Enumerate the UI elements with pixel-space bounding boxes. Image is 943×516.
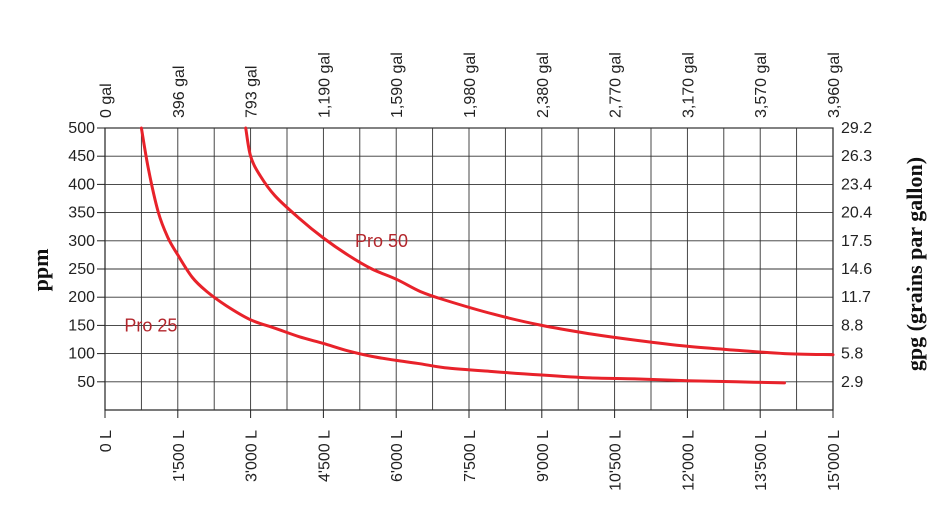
gpg-tick-label: 8.8 (841, 317, 863, 334)
ppm-tick-label: 150 (68, 317, 95, 334)
liter-tick-label: 1'500 L (171, 430, 188, 482)
gal-tick-label: 3,170 gal (680, 52, 697, 118)
liter-tick-label: 12'000 L (680, 430, 697, 491)
gpg-tick-label: 26.3 (841, 148, 872, 165)
liter-tick-label: 7'500 L (462, 430, 479, 482)
ppm-tick-label: 400 (68, 176, 95, 193)
gpg-tick-label: 23.4 (841, 176, 872, 193)
right-axis-gpg-ticks: 29.2 26.3 23.4 20.4 17.5 14.6 11.7 8.8 5.8 2.9 (841, 120, 872, 391)
liter-tick-label: 13'500 L (753, 430, 770, 491)
left-axis-ppm-ticks: 500 450 400 350 300 250 200 150 100 50 (68, 120, 105, 391)
left-axis-title: ppm (28, 249, 53, 292)
gal-tick-label: 3,570 gal (753, 52, 770, 118)
ppm-tick-label: 300 (68, 233, 95, 250)
gpg-tick-label: 14.6 (841, 261, 872, 278)
series-line-pro-25 (139, 126, 786, 385)
gal-tick-label: 3,960 gal (826, 52, 843, 118)
ppm-tick-label: 350 (68, 205, 95, 222)
liter-tick-label: 3'000 L (244, 430, 261, 482)
series-labels: Pro 25 Pro 50 (124, 231, 408, 336)
liter-tick-label: 0 L (98, 430, 115, 452)
gal-tick-label: 2,380 gal (535, 52, 552, 118)
gal-tick-label: 1,190 gal (316, 52, 333, 118)
gal-tick-label: 2,770 gal (608, 52, 625, 118)
gpg-tick-label: 5.8 (841, 346, 863, 363)
series-label-pro-25: Pro 25 (124, 315, 177, 335)
gpg-tick-label: 11.7 (841, 289, 871, 306)
right-axis-title: gpg (grains par gallon) (902, 157, 927, 371)
liter-tick-label: 9'000 L (535, 430, 552, 482)
ppm-tick-label: 50 (77, 374, 95, 391)
gpg-tick-label: 29.2 (841, 120, 872, 137)
gpg-tick-label: 2.9 (841, 374, 863, 391)
liter-tick-label: 4'500 L (316, 430, 333, 482)
bottom-axis-liter-ticks: 0 L 1'500 L 3'000 L 4'500 L 6'000 L 7'500 L 9'… (98, 410, 843, 491)
liter-tick-label: 10'500 L (608, 430, 625, 491)
liter-tick-label: 6'000 L (389, 430, 406, 482)
plot-grid (104, 127, 834, 411)
top-axis-gal-ticks: 0 gal 396 gal 793 gal 1,190 gal 1,590 gal 1,9… (98, 52, 843, 118)
gpg-tick-label: 20.4 (841, 205, 872, 222)
gal-tick-label: 396 gal (171, 66, 188, 119)
gal-tick-label: 793 gal (244, 66, 261, 119)
ppm-tick-label: 450 (68, 148, 95, 165)
ppm-tick-label: 500 (68, 120, 95, 137)
series-line-pro-50 (244, 126, 835, 357)
ppm-tick-label: 200 (68, 289, 95, 306)
liter-tick-label: 15'000 L (826, 430, 843, 491)
gal-tick-label: 1,590 gal (389, 52, 406, 118)
gal-tick-label: 1,980 gal (462, 52, 479, 118)
gal-tick-label: 0 gal (98, 83, 115, 118)
series-lines (139, 126, 835, 385)
series-label-pro-50: Pro 50 (355, 231, 408, 251)
gpg-tick-label: 17.5 (841, 233, 872, 250)
ppm-tick-label: 250 (68, 261, 95, 278)
ppm-tick-label: 100 (68, 346, 95, 363)
